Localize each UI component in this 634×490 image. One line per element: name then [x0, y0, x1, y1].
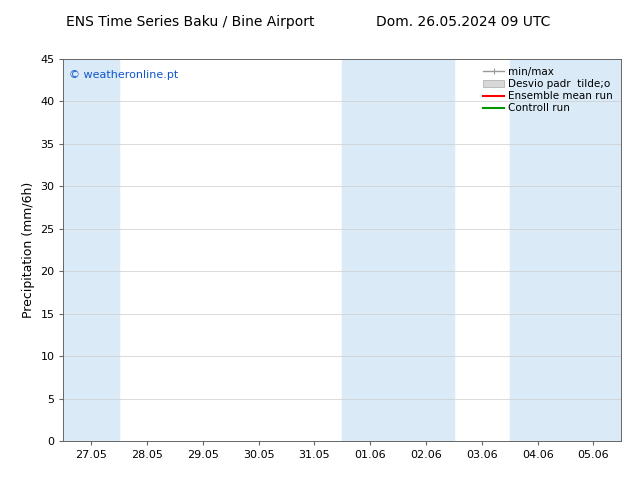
Bar — [342, 59, 398, 441]
Text: ENS Time Series Baku / Bine Airport: ENS Time Series Baku / Bine Airport — [66, 15, 314, 29]
Text: Dom. 26.05.2024 09 UTC: Dom. 26.05.2024 09 UTC — [375, 15, 550, 29]
Bar — [398, 59, 454, 441]
Bar — [510, 59, 566, 441]
Text: © weatheronline.pt: © weatheronline.pt — [69, 70, 178, 80]
Bar — [566, 59, 621, 441]
Y-axis label: Precipitation (mm/6h): Precipitation (mm/6h) — [22, 182, 35, 318]
Legend: min/max, Desvio padr  tilde;o, Ensemble mean run, Controll run: min/max, Desvio padr tilde;o, Ensemble m… — [480, 64, 616, 117]
Bar — [63, 59, 119, 441]
